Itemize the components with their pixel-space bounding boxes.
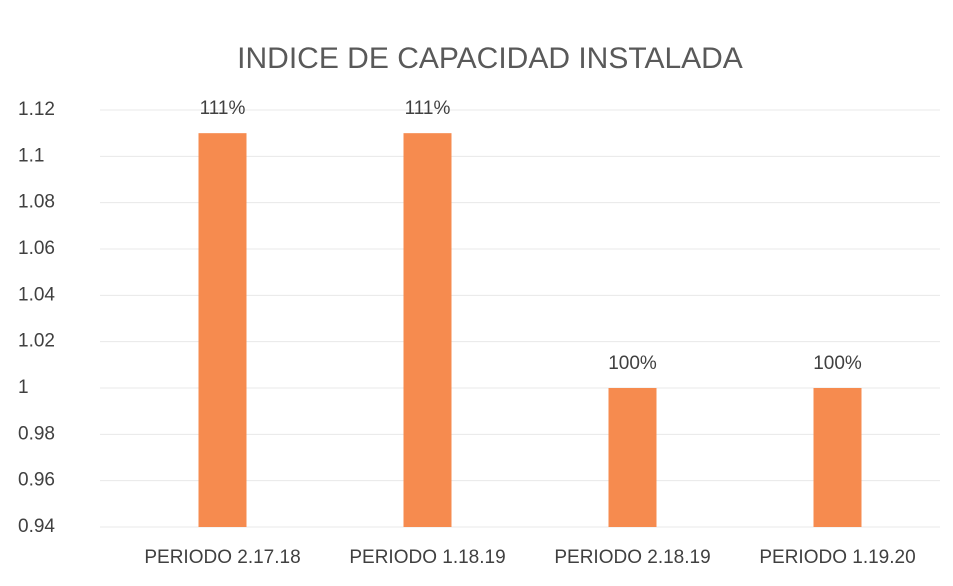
y-tick-label: 1 bbox=[18, 377, 29, 398]
bar bbox=[608, 388, 657, 527]
x-tick-label: PERIODO 1.19.20 bbox=[759, 547, 915, 568]
y-tick-label: 1.1 bbox=[18, 145, 44, 166]
data-label: 100% bbox=[608, 353, 657, 374]
x-tick-label: PERIODO 2.17.18 bbox=[144, 547, 300, 568]
y-tick-label: 1.12 bbox=[18, 99, 55, 120]
y-tick-label: 1.06 bbox=[18, 238, 55, 259]
y-tick-label: 1.04 bbox=[18, 284, 55, 305]
bar bbox=[403, 133, 452, 527]
y-tick-label: 1.02 bbox=[18, 331, 55, 352]
y-tick-label: 0.94 bbox=[18, 516, 55, 537]
bar bbox=[813, 388, 862, 527]
x-tick-label: PERIODO 1.18.19 bbox=[349, 547, 505, 568]
chart-title: INDICE DE CAPACIDAD INSTALADA bbox=[237, 42, 743, 75]
data-label: 111% bbox=[405, 98, 451, 119]
y-tick-label: 0.98 bbox=[18, 423, 55, 444]
y-tick-label: 0.96 bbox=[18, 470, 55, 491]
x-tick-label: PERIODO 2.18.19 bbox=[554, 547, 710, 568]
data-label: 100% bbox=[813, 353, 862, 374]
data-label: 111% bbox=[200, 98, 246, 119]
y-tick-label: 1.08 bbox=[18, 192, 55, 213]
bar bbox=[198, 133, 247, 527]
